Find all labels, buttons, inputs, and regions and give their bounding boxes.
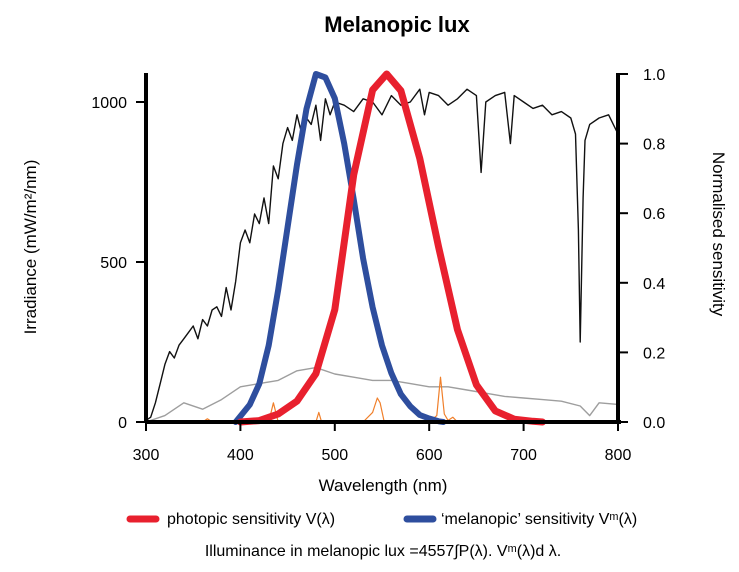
legend-label-melanopic: ‘melanopic’ sensitivity Vᵐ(λ) bbox=[441, 511, 637, 528]
x-tick-label: 600 bbox=[416, 447, 443, 464]
x-axis-label: Wavelength (nm) bbox=[319, 476, 448, 495]
left-y-tick-label: 0 bbox=[118, 415, 127, 432]
x-tick-label: 400 bbox=[227, 447, 254, 464]
formula-annotation: Illuminance in melanopic lux =4557∫P(λ).… bbox=[205, 543, 561, 560]
right-y-tick-label: 0.4 bbox=[643, 276, 665, 293]
x-ticks: 300 400 500 600 700 800 bbox=[133, 422, 632, 464]
x-tick-label: 300 bbox=[133, 447, 160, 464]
legend-label-photopic: photopic sensitivity V(λ) bbox=[167, 511, 335, 528]
series-melanopic-line bbox=[232, 71, 447, 425]
left-y-tick-label: 500 bbox=[100, 255, 127, 272]
right-y-axis-label: Normalised sensitivity bbox=[709, 152, 728, 317]
x-tick-label: 800 bbox=[605, 447, 632, 464]
x-tick-label: 700 bbox=[510, 447, 537, 464]
right-y-tick-label: 0.8 bbox=[643, 137, 665, 154]
x-tick-label: 500 bbox=[321, 447, 348, 464]
series-photopic-line bbox=[236, 70, 546, 426]
left-y-tick-label: 1000 bbox=[91, 95, 127, 112]
right-y-tick-label: 0.6 bbox=[643, 206, 665, 223]
chart-title: Melanopic lux bbox=[324, 12, 470, 37]
right-y-tick-label: 1.0 bbox=[643, 67, 665, 84]
series-irradiance-line bbox=[145, 88, 619, 422]
left-y-ticks: 0 500 1000 bbox=[91, 95, 146, 432]
series-layer bbox=[145, 70, 619, 426]
legend: photopic sensitivity V(λ) ‘melanopic’ se… bbox=[126, 511, 637, 528]
left-y-axis-label: Irradiance (mW/m²/nm) bbox=[21, 160, 40, 335]
right-y-tick-label: 0.0 bbox=[643, 415, 665, 432]
right-y-ticks: 0.0 0.2 0.4 0.6 0.8 1.0 bbox=[618, 67, 665, 432]
series-orange-line bbox=[145, 376, 525, 423]
right-y-tick-label: 0.2 bbox=[643, 345, 665, 362]
